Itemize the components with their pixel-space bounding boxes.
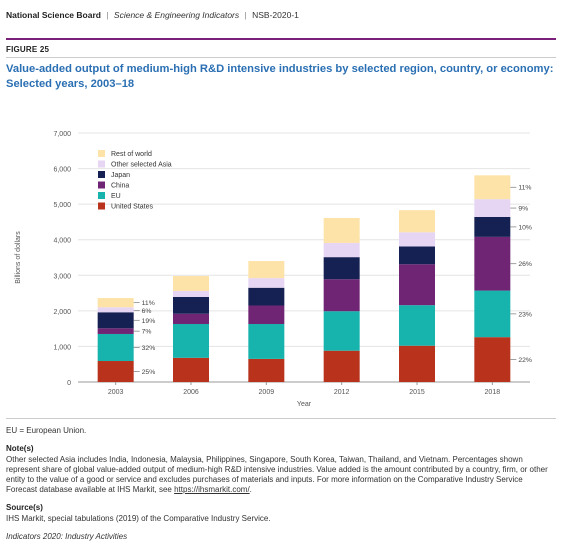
footer-citation: Indicators 2020: Industry Activities xyxy=(6,532,128,541)
bar-segment xyxy=(323,279,360,312)
bar-segment xyxy=(323,257,360,280)
legend-swatch xyxy=(98,181,105,189)
source-text: IHS Markit, special tabulations (2019) o… xyxy=(6,514,271,523)
bar-segment xyxy=(399,246,435,265)
share-annotation: 10% xyxy=(518,224,532,231)
y-tick-label: 5,000 xyxy=(53,202,71,209)
bar-segment xyxy=(474,290,511,338)
header-rule xyxy=(6,38,556,40)
legend-label: Other selected Asia xyxy=(111,162,172,169)
x-tick-label: 2012 xyxy=(334,389,350,396)
y-tick-label: 6,000 xyxy=(53,167,71,174)
bar-segment xyxy=(97,361,134,382)
figure-label: FIGURE 25 xyxy=(6,45,50,54)
bar-segment xyxy=(323,218,360,243)
x-tick-label: 2003 xyxy=(108,389,124,396)
ihs-markit-link[interactable]: https://ihsmarkit.com/ xyxy=(174,485,250,494)
bar-segment xyxy=(248,358,285,382)
bar-segment xyxy=(173,296,209,314)
bar-segment xyxy=(474,236,511,291)
note-heading: Note(s) xyxy=(6,444,34,453)
bar-segment xyxy=(399,210,435,233)
legend-swatch xyxy=(98,150,105,157)
org-name: National Science Board xyxy=(6,10,101,20)
note-body: Other selected Asia includes India, Indo… xyxy=(6,455,548,494)
share-annotation: 22% xyxy=(518,357,532,364)
bar-segment xyxy=(173,290,209,297)
report-header: National Science Board | Science & Engin… xyxy=(6,10,299,20)
bar-segment xyxy=(248,261,285,279)
legend-swatch xyxy=(98,202,105,210)
legend-swatch xyxy=(98,160,105,168)
bar-segment xyxy=(323,311,360,351)
bar-segment xyxy=(173,324,209,358)
bar-segment xyxy=(173,313,209,325)
header-separator: | xyxy=(244,10,247,20)
bar-segment xyxy=(248,305,285,325)
bar-segment xyxy=(97,298,134,308)
x-tick-label: 2006 xyxy=(183,389,199,396)
header-separator: | xyxy=(106,10,109,20)
y-tick-label: 4,000 xyxy=(53,238,71,245)
bar-segment xyxy=(323,350,360,382)
y-tick-label: 0 xyxy=(67,380,71,387)
bar-segment xyxy=(248,278,285,288)
bar-segment xyxy=(399,232,435,247)
y-tick-label: 3,000 xyxy=(53,273,71,280)
bar-segment xyxy=(474,199,511,217)
bar-segment xyxy=(474,175,511,200)
bar-segment xyxy=(323,242,360,258)
share-annotation: 25% xyxy=(142,369,156,376)
share-annotation: 26% xyxy=(518,261,532,268)
bar-segment xyxy=(474,337,511,382)
share-annotation: 11% xyxy=(142,300,155,307)
abbreviation-note: EU = European Union. xyxy=(6,426,87,435)
bar-segment xyxy=(248,324,285,359)
bar-segment xyxy=(173,357,209,382)
note-end: . xyxy=(249,485,252,494)
share-annotation: 6% xyxy=(142,308,152,315)
x-axis-label: Year xyxy=(297,401,312,408)
bar-segment xyxy=(399,345,435,382)
share-annotation: 7% xyxy=(142,329,152,336)
bar-segment xyxy=(399,305,435,346)
stacked-bar-chart: 0 1,000 2,000 3,000 4,000 5,000 6,000 7,000 Bill… xyxy=(15,131,532,408)
bar-segment xyxy=(97,328,134,334)
y-tick-label: 7,000 xyxy=(53,131,71,138)
legend-label: Japan xyxy=(111,172,130,179)
note-text: Other selected Asia includes India, Indo… xyxy=(6,455,554,495)
source-heading: Source(s) xyxy=(6,503,43,512)
y-axis-label: Billions of dollars xyxy=(15,231,22,284)
figure-label-rule xyxy=(6,57,556,58)
legend-swatch xyxy=(98,171,105,178)
share-annotation: 9% xyxy=(518,206,528,213)
legend-swatch xyxy=(98,192,105,199)
legend-label: Rest of world xyxy=(111,151,152,158)
legend-label: United States xyxy=(111,204,154,211)
bar-segment xyxy=(97,307,134,313)
share-annotation: 32% xyxy=(142,345,156,352)
figure-title: Value-added output of medium-high R&D in… xyxy=(6,63,554,90)
publication-name: Science & Engineering Indicators xyxy=(113,10,240,20)
legend-label: China xyxy=(111,183,129,190)
share-annotation: 11% xyxy=(518,185,531,192)
x-tick-label: 2009 xyxy=(259,389,275,396)
bar-segment xyxy=(474,216,511,237)
share-annotation: 23% xyxy=(518,311,532,318)
share-annotation: 19% xyxy=(142,318,156,325)
bar-segment xyxy=(399,264,435,306)
bar-segment xyxy=(97,333,134,362)
legend-label: EU xyxy=(111,193,121,200)
bar-segment xyxy=(173,275,209,291)
y-tick-label: 1,000 xyxy=(53,344,71,351)
bar-segment xyxy=(97,312,134,329)
x-tick-label: 2018 xyxy=(485,389,501,396)
report-id: NSB-2020-1 xyxy=(252,10,299,20)
y-tick-label: 2,000 xyxy=(53,309,71,316)
notes-rule xyxy=(6,418,556,419)
bar-segment xyxy=(248,287,285,306)
x-tick-label: 2015 xyxy=(409,389,425,396)
